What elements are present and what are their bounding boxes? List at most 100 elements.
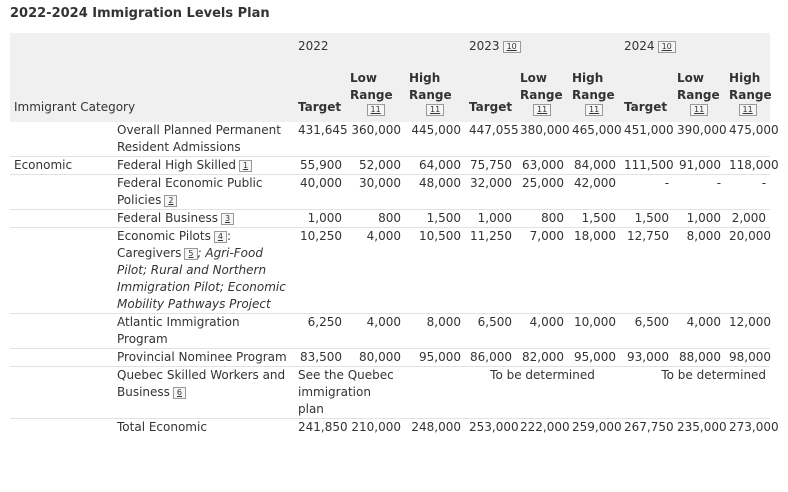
value-cell: 10,500 bbox=[405, 227, 466, 314]
header-high-range: High Range 11 bbox=[725, 65, 772, 122]
header-target: Target bbox=[465, 65, 517, 122]
immigration-levels-table: 2022 2023 10 2024 10 Immigrant Category Ta… bbox=[10, 33, 779, 437]
value-cell: 451,000 bbox=[620, 122, 674, 157]
value-cell: 431,645 bbox=[294, 122, 348, 157]
value-cell: 10,250 bbox=[294, 227, 346, 314]
category-cell bbox=[10, 348, 113, 367]
footnote-link[interactable]: 11 bbox=[533, 104, 552, 116]
value-cell: 248,000 bbox=[411, 420, 462, 434]
value-cell: 32,000 bbox=[465, 174, 517, 210]
footnote-link[interactable]: 11 bbox=[366, 104, 385, 116]
value-cell: 48,000 bbox=[405, 174, 466, 210]
value-cell: 800 bbox=[346, 209, 405, 228]
value-cell: 55,900 bbox=[294, 156, 346, 175]
value-cell: 118,000 bbox=[725, 156, 779, 175]
value-cell: 88,000 bbox=[673, 348, 726, 367]
header-low-range: Low Range 11 bbox=[346, 65, 405, 122]
footnote-link[interactable]: 11 bbox=[690, 104, 709, 116]
quebec-2024-note: To be determined bbox=[620, 366, 771, 419]
table-row-total: Total Economic 241,850 210,000 248,000 2… bbox=[10, 419, 779, 437]
header-year-2023: 2023 10 bbox=[465, 33, 621, 65]
row-label: Atlantic Immigration Program bbox=[113, 313, 294, 349]
value-cell: 210,000 bbox=[351, 420, 401, 434]
value-cell: 475,000 bbox=[725, 122, 779, 157]
footnote-link[interactable]: 11 bbox=[738, 104, 757, 116]
value-cell: 86,000 bbox=[465, 348, 517, 367]
row-label: Federal High Skilled 1 bbox=[113, 156, 294, 175]
value-cell: 1,500 bbox=[568, 209, 621, 228]
header-year-2024: 2024 10 bbox=[620, 33, 771, 65]
quebec-2022-note: See the Quebec immigration plan bbox=[294, 366, 466, 419]
category-cell bbox=[10, 366, 113, 419]
table-row: Economic Pilots 4: Caregivers 5; Agri-Food… bbox=[10, 227, 771, 314]
value-cell: 267,750 bbox=[624, 420, 674, 434]
footnote-link[interactable]: 2 bbox=[164, 195, 178, 207]
value-cell: 241,850 bbox=[298, 420, 348, 434]
footnote-link[interactable]: 4 bbox=[213, 231, 227, 243]
value-cell: 259,000 bbox=[572, 420, 622, 434]
value-cell: 40,000 bbox=[294, 174, 346, 210]
value-cell: 75,750 bbox=[465, 156, 517, 175]
table-row-overall: Overall Planned Permanent Resident Admis… bbox=[10, 122, 779, 157]
value-cell: 8,000 bbox=[405, 313, 466, 349]
value-cell: 445,000 bbox=[405, 122, 466, 157]
row-label: Federal Economic Public Policies 2 bbox=[113, 174, 294, 210]
row-label: Quebec Skilled Workers and Business 6 bbox=[113, 366, 294, 419]
value-cell: 30,000 bbox=[346, 174, 405, 210]
value-cell: 4,000 bbox=[346, 227, 405, 314]
table-row: Federal Economic Public Policies 2 40,000… bbox=[10, 174, 771, 210]
value-cell: 2,000 bbox=[725, 209, 771, 228]
table-row: Provincial Nominee Program 83,500 80,000… bbox=[10, 348, 771, 367]
value-cell: 12,000 bbox=[725, 313, 771, 349]
value-cell: 4,000 bbox=[516, 313, 569, 349]
footnote-link[interactable]: 5 bbox=[184, 248, 198, 260]
table-row: Federal Business 3 1,000 800 1,500 1,000 … bbox=[10, 209, 771, 228]
header-blank bbox=[10, 33, 113, 65]
header-high-range: High Range 11 bbox=[568, 65, 621, 122]
footnote-link[interactable]: 10 bbox=[502, 41, 521, 53]
row-label: Total Economic bbox=[117, 420, 207, 434]
row-label: Overall Planned Permanent Resident Admis… bbox=[113, 122, 294, 157]
value-cell: 12,750 bbox=[620, 227, 674, 314]
category-cell bbox=[10, 174, 113, 210]
footnote-link[interactable]: 1 bbox=[239, 160, 253, 172]
row-label: Economic Pilots 4: Caregivers 5; Agri-Food… bbox=[113, 227, 294, 314]
value-cell: 1,500 bbox=[620, 209, 674, 228]
footnote-link[interactable]: 11 bbox=[426, 104, 444, 116]
footnote-link[interactable]: 6 bbox=[172, 387, 187, 399]
footnote-link[interactable]: 3 bbox=[220, 213, 235, 225]
value-cell: 222,000 bbox=[520, 420, 570, 434]
header-blank bbox=[113, 33, 294, 65]
value-cell: 253,000 bbox=[469, 420, 519, 434]
value-cell: - bbox=[725, 174, 771, 210]
header-row-years: 2022 2023 10 2024 10 bbox=[10, 33, 771, 65]
value-cell: 25,000 bbox=[516, 174, 569, 210]
header-target: Target bbox=[294, 65, 346, 122]
value-cell: 1,500 bbox=[405, 209, 466, 228]
header-low-range: Low Range 11 bbox=[516, 65, 569, 122]
value-cell: 273,000 bbox=[729, 420, 779, 434]
value-cell: 1,000 bbox=[465, 209, 517, 228]
value-cell: 6,500 bbox=[620, 313, 674, 349]
value-cell: 1,000 bbox=[294, 209, 346, 228]
footnote-link[interactable]: 11 bbox=[585, 104, 604, 116]
table-row: Atlantic Immigration Program 6,250 4,000… bbox=[10, 313, 771, 349]
value-cell: 800 bbox=[516, 209, 569, 228]
value-cell: 465,000 bbox=[568, 122, 622, 157]
value-cell: 98,000 bbox=[725, 348, 771, 367]
value-cell: 93,000 bbox=[620, 348, 674, 367]
header-year-2022: 2022 bbox=[294, 33, 466, 65]
value-cell: - bbox=[620, 174, 674, 210]
category-cell bbox=[10, 313, 113, 349]
value-cell: 6,500 bbox=[465, 313, 517, 349]
value-cell: 4,000 bbox=[346, 313, 405, 349]
header-row-columns: Immigrant Category Target Low Range 11 Hi… bbox=[10, 65, 772, 122]
footnote-link[interactable]: 10 bbox=[657, 41, 676, 53]
value-cell: 52,000 bbox=[346, 156, 405, 175]
value-cell: 64,000 bbox=[405, 156, 466, 175]
value-cell: 380,000 bbox=[516, 122, 570, 157]
category-cell: Economic bbox=[10, 156, 113, 175]
header-low-range: Low Range 11 bbox=[673, 65, 726, 122]
value-cell: 95,000 bbox=[405, 348, 466, 367]
value-cell: - bbox=[673, 174, 726, 210]
